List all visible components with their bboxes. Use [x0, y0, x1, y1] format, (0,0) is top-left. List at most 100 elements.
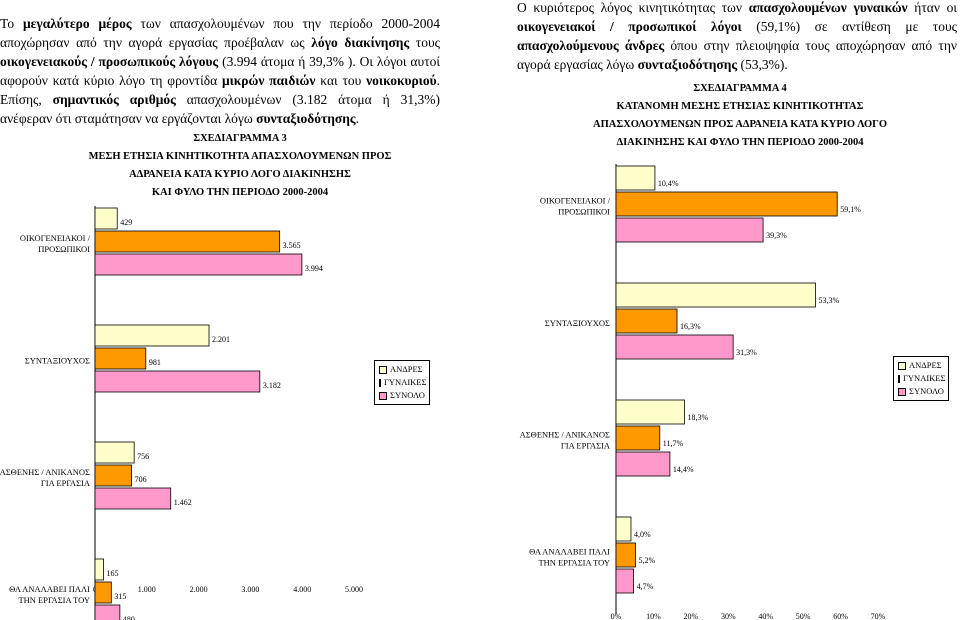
category-label-line: ΠΡΟΣΩΠΙΚΟΙ — [558, 207, 610, 217]
chart-3-legend: ΑΝΔΡΕΣ ΓΥΝΑΙΚΕΣ ΣΥΝΟΛΟ — [374, 360, 430, 405]
chart-4-data-label: 31,3% — [736, 348, 757, 357]
category-label-line: ΟΙΚΟΓΕΝΕΙΑΚΟΙ / — [540, 196, 611, 206]
chart-3-bar-total — [94, 487, 172, 510]
text-bold-segment: σημαντικός αριθμός — [52, 92, 176, 107]
text-segment: (3.994 άτομα ή 39,3% ). Οι λόγοι αυτοί α… — [0, 54, 440, 88]
chart-4-data-label: 4,7% — [637, 582, 654, 591]
paragraph-left: Το μεγαλύτερο μέρος των απασχολουμένων π… — [0, 14, 440, 128]
legend-item-men: ΑΝΔΡΕΣ — [379, 363, 425, 376]
chart-3-x-tick-label: 4.000 — [293, 585, 311, 594]
legend-swatch-men — [898, 361, 906, 370]
chart-3-bar-women — [94, 581, 112, 604]
text-segment: . Επίσης, — [0, 73, 440, 107]
category-label-line: ΟΙΚΟΓΕΝΕΙΑΚΟΙ / — [20, 233, 91, 243]
text-bold-segment: μικρών παιδιών — [221, 73, 316, 88]
text-bold-segment: απασχολουμένων γυναικών — [748, 0, 908, 15]
chart-3-data-label: 315 — [114, 592, 126, 601]
text-bold-segment: νοικοκυριού — [366, 73, 437, 88]
chart-4-data-label: 39,3% — [766, 231, 787, 240]
chart-3-data-label: 429 — [120, 218, 132, 227]
legend-item-total: ΣΥΝΟΛΟ — [379, 389, 425, 402]
chart-3-data-label: 3.182 — [263, 381, 281, 390]
chart-3-x-tick-label: 1.000 — [138, 585, 156, 594]
category-label-line: ΤΗΝ ΕΡΓΑΣΙΑ ΤΟΥ — [18, 595, 90, 605]
legend-item-men: ΑΝΔΡΕΣ — [898, 359, 944, 372]
chart-4-category-label: ΣΥΝΤΑΞΙΟΥΧΟΣ — [545, 318, 610, 328]
chart-4-bar-total — [615, 568, 634, 594]
chart-4-bar-men — [615, 516, 632, 542]
chart-3-bar-women — [94, 347, 147, 370]
chart-4-data-label: 5,2% — [638, 556, 655, 565]
chart-3-bar-total — [94, 604, 121, 620]
chart-3-bar-men — [94, 558, 104, 581]
category-label-line: ΓΙΑ ΕΡΓΑΣΙΑ — [561, 441, 611, 451]
chart-4-data-label: 14,4% — [673, 465, 694, 474]
legend-label: ΓΥΝΑΙΚΕΣ — [384, 377, 427, 387]
chart-4-x-tick-label: 70% — [871, 612, 886, 620]
chart-3-title: ΣΧΕΔΙΑΓΡΑΜΜΑ 3 ΜΕΣΗ ΕΤΗΣΙΑ ΚΙΝΗΤΙΚΟΤΗΤΑ … — [88, 133, 392, 198]
legend-label: ΣΥΝΟΛΟ — [390, 390, 425, 400]
text-segment: ήταν οι — [907, 0, 957, 15]
chart-4-category-label: ΑΣΘΕΝΗΣ / ΑΝΙΚΑΝΟΣ ΓΙΑ ΕΡΓΑΣΙΑ — [520, 430, 611, 451]
chart-4-bar-men — [615, 282, 816, 308]
text-segment: απασχολουμένων (3.182 άτομα ή 31,3%) ανέ… — [0, 92, 440, 126]
chart-3-x-tick-label: 3.000 — [241, 585, 259, 594]
legend-label: ΑΝΔΡΕΣ — [909, 360, 942, 370]
legend-item-women: ΓΥΝΑΙΚΕΣ — [898, 372, 946, 385]
legend-label: ΣΥΝΟΛΟ — [909, 386, 944, 396]
category-label-line: ΤΗΝ ΕΡΓΑΣΙΑ ΤΟΥ — [538, 558, 610, 568]
chart-4-bar-men — [615, 399, 685, 425]
legend-label: ΑΝΔΡΕΣ — [390, 364, 423, 374]
text-segment: (59,1%) σε αντίθεση με τους — [741, 19, 957, 34]
chart-4-bar-total — [615, 451, 671, 477]
chart-3-data-label: 3.565 — [283, 241, 301, 250]
chart-4-data-label: 11,7% — [663, 439, 684, 448]
category-label-line: ΑΣΘΕΝΗΣ / ΑΝΙΚΑΝΟΣ — [0, 467, 90, 477]
legend-swatch-men — [379, 365, 387, 374]
legend-item-total: ΣΥΝΟΛΟ — [898, 385, 944, 398]
chart-4-x-tick-label: 40% — [758, 612, 773, 620]
chart-4-data-label: 59,1% — [840, 205, 861, 214]
chart-3-bar-men — [94, 324, 210, 347]
text-segment: Το — [0, 16, 23, 31]
paragraph-right: Ο κυριότερος λόγος κινητικότητας των απα… — [517, 0, 957, 74]
legend-swatch-total — [379, 391, 387, 400]
text-segment: και του — [315, 73, 367, 88]
chart-3-category-label: ΘΑ ΑΝΑΛΑΒΕΙ ΠΑΛΙ ΤΗΝ ΕΡΓΑΣΙΑ ΤΟΥ — [9, 584, 90, 605]
legend-label: ΓΥΝΑΙΚΕΣ — [903, 373, 946, 383]
chart-3-bar-total — [94, 253, 303, 276]
text-segment: (53,3%). — [737, 57, 788, 72]
chart-4-category-label: ΟΙΚΟΓΕΝΕΙΑΚΟΙ / ΠΡΟΣΩΠΙΚΟΙ — [540, 196, 611, 217]
chart-4-category-label: ΘΑ ΑΝΑΛΑΒΕΙ ΠΑΛΙ ΤΗΝ ΕΡΓΑΣΙΑ ΤΟΥ — [529, 547, 610, 568]
chart-4-legend: ΑΝΔΡΕΣ ΓΥΝΑΙΚΕΣ ΣΥΝΟΛΟ — [893, 356, 949, 401]
text-bold-segment: λόγο διακίνησης — [311, 35, 410, 50]
chart-4-bar-total — [615, 217, 764, 243]
chart-4-data-label: 10,4% — [658, 179, 679, 188]
chart-4-x-tick-label: 50% — [796, 612, 811, 620]
chart-3-data-label: 1.462 — [174, 498, 192, 507]
category-label-line: ΣΥΝΤΑΞΙΟΥΧΟΣ — [25, 356, 90, 366]
text-segment: των απασχολουμένων που την περίοδο 2000-… — [0, 16, 440, 50]
text-bold-segment: απασχολούμενους άνδρες — [517, 38, 665, 53]
text-segment: . — [355, 111, 359, 126]
chart-3-bar-women — [94, 230, 281, 253]
chart-3-data-label: 706 — [135, 475, 147, 484]
category-label-line: ΘΑ ΑΝΑΛΑΒΕΙ ΠΑΛΙ — [529, 547, 610, 557]
legend-swatch-total — [898, 387, 906, 396]
text-segment: όπου στην πλειοψηφία τους αποχώρησαν από… — [517, 38, 957, 72]
chart-3-category-label: ΣΥΝΤΑΞΙΟΥΧΟΣ — [25, 356, 90, 366]
chart-3-data-label: 3.994 — [305, 264, 323, 273]
chart-4-x-tick-label: 20% — [684, 612, 699, 620]
chart-3-bar-men — [94, 207, 118, 230]
category-label-line: ΑΣΘΕΝΗΣ / ΑΝΙΚΑΝΟΣ — [520, 430, 610, 440]
chart-4-data-label: 18,3% — [687, 413, 708, 422]
chart-4-data-label: 16,3% — [680, 322, 701, 331]
category-label-line: ΘΑ ΑΝΑΛΑΒΕΙ ΠΑΛΙ — [9, 584, 90, 594]
chart-3-bar-men — [94, 441, 135, 464]
chart-3-data-label: 756 — [137, 452, 149, 461]
text-bold-segment: μεγαλύτερο μέρος — [22, 16, 132, 31]
chart-3-data-label: 981 — [149, 358, 161, 367]
chart-4-title: ΣΧΕΔΙΑΓΡΑΜΜΑ 4 ΚΑΤΑΝΟΜΗ ΜΕΣΗΣ ΕΤΗΣΙΑΣ ΚΙ… — [593, 83, 887, 148]
chart-3-category-label: ΟΙΚΟΓΕΝΕΙΑΚΟΙ / ΠΡΟΣΩΠΙΚΟΙ — [20, 233, 91, 254]
chart-4-bar-men — [615, 165, 656, 191]
